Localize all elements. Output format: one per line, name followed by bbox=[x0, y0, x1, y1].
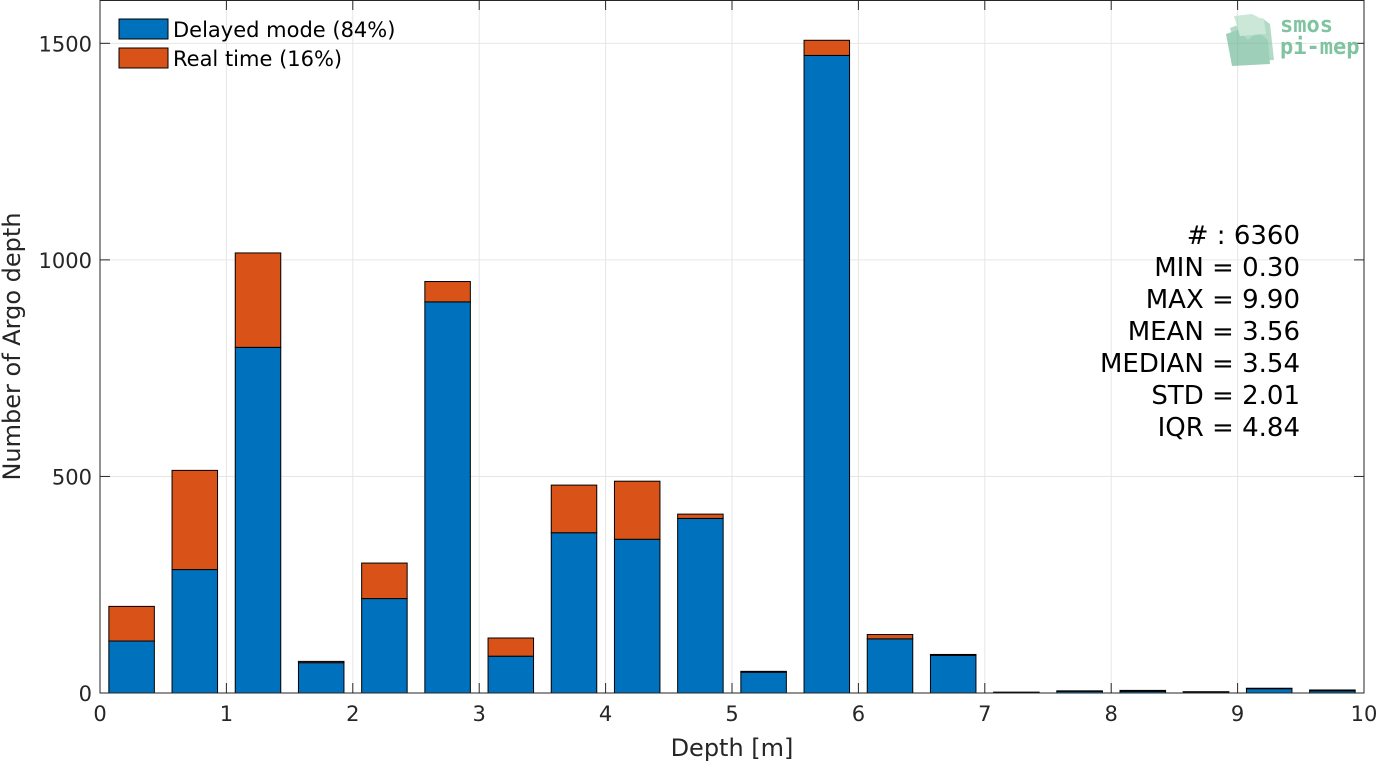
legend-label: Real time (16%) bbox=[173, 47, 342, 71]
legend-swatch bbox=[118, 18, 169, 40]
bar-delayed-mode bbox=[487, 655, 535, 694]
y-tick-label: 1000 bbox=[39, 249, 92, 273]
bar-real-time bbox=[866, 634, 914, 640]
bar-delayed-mode bbox=[361, 598, 408, 694]
legend: Delayed mode (84%) Real time (16%) bbox=[118, 18, 395, 71]
bar-delayed-mode bbox=[108, 640, 155, 694]
bar-real-time bbox=[550, 484, 598, 534]
x-axis-label: Depth [m] bbox=[671, 734, 794, 762]
logo-mark-icon bbox=[1226, 14, 1274, 66]
stats-line: MAX = 9.90 bbox=[1146, 285, 1300, 315]
smos-pi-mep-logo: smos pi-mep bbox=[1226, 13, 1359, 66]
legend-label: Delayed mode (84%) bbox=[173, 18, 395, 42]
bar-real-time bbox=[108, 605, 155, 642]
x-tick-label: 7 bbox=[978, 702, 991, 726]
bar-real-time bbox=[487, 637, 535, 657]
axis-ticks bbox=[99, 0, 1365, 694]
bar-delayed-mode bbox=[297, 662, 345, 694]
x-tick-label: 1 bbox=[220, 702, 233, 726]
bar-real-time bbox=[361, 562, 408, 600]
y-tick-label: 500 bbox=[52, 465, 92, 489]
bar-real-time bbox=[297, 660, 345, 664]
bar-delayed-mode bbox=[1245, 688, 1293, 694]
stats-line: STD = 2.01 bbox=[1151, 381, 1300, 411]
bar-real-time bbox=[424, 281, 471, 303]
logo-text-line2: pi-mep bbox=[1280, 35, 1359, 60]
y-tick-label: 1500 bbox=[39, 32, 92, 56]
bar-real-time bbox=[803, 39, 851, 56]
stats-line: MIN = 0.30 bbox=[1154, 253, 1300, 283]
bar-delayed-mode bbox=[550, 532, 598, 694]
x-tick-label: 5 bbox=[725, 702, 738, 726]
y-axis-label: Number of Argo depth bbox=[0, 212, 26, 480]
bar-real-time bbox=[1119, 689, 1167, 692]
bars bbox=[108, 39, 1356, 694]
x-tick-label: 10 bbox=[1351, 702, 1378, 726]
bar-real-time bbox=[677, 513, 724, 519]
bar-real-time bbox=[929, 653, 977, 656]
stats-line: # : 6360 bbox=[1187, 221, 1300, 251]
legend-swatch bbox=[118, 47, 169, 69]
stats-line: MEAN = 3.56 bbox=[1128, 317, 1300, 347]
bar-delayed-mode bbox=[803, 54, 851, 694]
x-tick-label: 2 bbox=[346, 702, 359, 726]
y-tick-label: 0 bbox=[79, 682, 92, 706]
bar-delayed-mode bbox=[613, 538, 661, 694]
stats-line: IQR = 4.84 bbox=[1158, 413, 1300, 443]
stats-line: MEDIAN = 3.54 bbox=[1100, 349, 1300, 379]
x-tick-label: 9 bbox=[1231, 702, 1244, 726]
x-tick-label: 8 bbox=[1105, 702, 1118, 726]
bar-real-time bbox=[171, 469, 219, 571]
bar-delayed-mode bbox=[866, 638, 914, 694]
x-tick-label: 3 bbox=[473, 702, 486, 726]
bar-delayed-mode bbox=[234, 346, 282, 694]
bar-real-time bbox=[1309, 689, 1356, 692]
x-tick-label: 0 bbox=[93, 702, 106, 726]
bar-delayed-mode bbox=[740, 671, 787, 694]
x-tick-label: 4 bbox=[599, 702, 612, 726]
bar-delayed-mode bbox=[929, 654, 977, 694]
bar-real-time bbox=[234, 252, 282, 348]
x-tick-label: 6 bbox=[852, 702, 865, 726]
tick-labels: 0 1 2 3 4 5 6 7 8 9 10 0 500 1000 1500 bbox=[39, 32, 1378, 726]
bar-delayed-mode bbox=[424, 301, 471, 694]
bar-delayed-mode bbox=[677, 517, 724, 694]
logo-text-line1: smos bbox=[1280, 13, 1333, 38]
grid-lines bbox=[100, 0, 1364, 693]
bar-real-time bbox=[740, 670, 787, 673]
bar-delayed-mode bbox=[171, 569, 219, 694]
bar-real-time bbox=[613, 480, 661, 540]
